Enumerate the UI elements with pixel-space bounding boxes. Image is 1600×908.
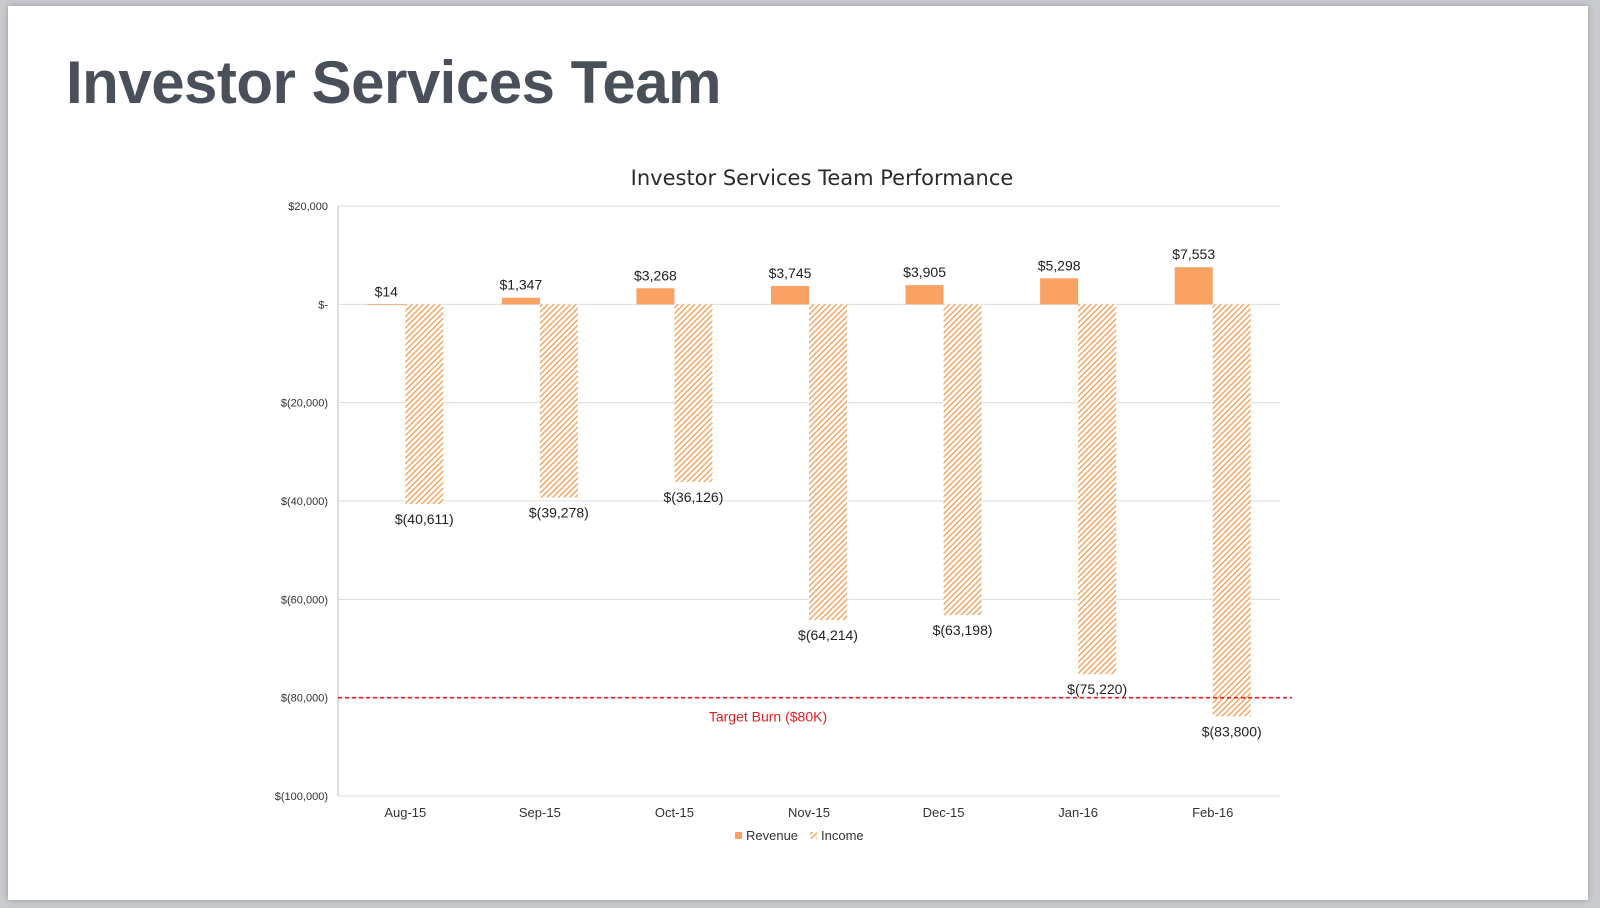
x-category-label: Oct-15 bbox=[655, 805, 694, 820]
x-category-label: Aug-15 bbox=[384, 805, 426, 820]
legend-swatch-income bbox=[810, 832, 817, 839]
income-bar bbox=[809, 304, 847, 621]
revenue-data-label: $14 bbox=[375, 283, 399, 299]
target-burn-reference: Target Burn ($80K) bbox=[338, 696, 1292, 725]
revenue-data-label: $3,268 bbox=[634, 267, 677, 283]
legend-label-revenue: Revenue bbox=[746, 828, 798, 843]
income-bar bbox=[539, 304, 578, 498]
revenue-bar bbox=[367, 304, 406, 306]
x-category-label: Sep-15 bbox=[519, 805, 561, 820]
income-data-label: $(63,198) bbox=[933, 622, 993, 638]
income-bar bbox=[405, 304, 444, 505]
x-axis-categories: Aug-15 Sep-15 Oct-15 Nov-15 Dec-15 Jan-16 Feb-… bbox=[384, 805, 1233, 820]
data-labels: $14 $(40,611) $1,347 $(39,278) $3,268 $(36,12… bbox=[375, 246, 1262, 739]
slide: Investor Services Team Investor Services… bbox=[8, 6, 1588, 900]
income-bar bbox=[674, 304, 713, 482]
income-data-label: $(40,611) bbox=[395, 511, 454, 527]
revenue-bar bbox=[771, 285, 809, 305]
y-axis-ticks: $20,000 $- $(20,000) $(40,000) $(60,000) $(80… bbox=[275, 201, 329, 803]
revenue-data-label: $3,745 bbox=[769, 265, 812, 281]
x-category-label: Jan-16 bbox=[1058, 805, 1098, 820]
income-data-label: $(83,800) bbox=[1202, 723, 1262, 739]
income-data-label: $(64,214) bbox=[798, 627, 858, 643]
performance-chart: Investor Services Team Performance $20,0… bbox=[275, 166, 1292, 843]
y-tick-label: $(40,000) bbox=[281, 496, 328, 508]
revenue-bar bbox=[636, 288, 675, 305]
legend-swatch-revenue bbox=[735, 832, 742, 839]
slide-title: Investor Services Team bbox=[66, 49, 721, 116]
income-bar bbox=[943, 304, 982, 616]
revenue-data-label: $3,905 bbox=[903, 264, 946, 280]
y-tick-label: $- bbox=[318, 299, 328, 311]
income-bar bbox=[1212, 304, 1251, 717]
revenue-data-label: $1,347 bbox=[499, 277, 542, 293]
x-category-label: Dec-15 bbox=[923, 805, 965, 820]
income-bar bbox=[1078, 304, 1117, 675]
legend: Revenue Income bbox=[735, 828, 864, 843]
y-tick-label: $(60,000) bbox=[281, 594, 328, 606]
y-tick-label: $(80,000) bbox=[281, 693, 328, 705]
chart-title: Investor Services Team Performance bbox=[631, 166, 1014, 190]
y-tick-label: $20,000 bbox=[288, 201, 328, 213]
y-tick-label: $(20,000) bbox=[281, 398, 328, 410]
x-category-label: Nov-15 bbox=[788, 805, 830, 820]
bars bbox=[367, 267, 1251, 717]
revenue-bar bbox=[1040, 278, 1079, 305]
revenue-bar bbox=[905, 285, 944, 305]
revenue-bar bbox=[501, 297, 540, 305]
revenue-bar bbox=[1174, 267, 1213, 305]
legend-label-income: Income bbox=[821, 828, 864, 843]
revenue-data-label: $7,553 bbox=[1172, 246, 1215, 262]
y-tick-label: $(100,000) bbox=[275, 791, 328, 803]
income-data-label: $(75,220) bbox=[1067, 681, 1127, 697]
income-data-label: $(39,278) bbox=[529, 504, 589, 520]
revenue-data-label: $5,298 bbox=[1038, 257, 1081, 273]
x-category-label: Feb-16 bbox=[1192, 805, 1233, 820]
income-data-label: $(36,126) bbox=[663, 489, 723, 505]
target-burn-label: Target Burn ($80K) bbox=[709, 709, 827, 725]
